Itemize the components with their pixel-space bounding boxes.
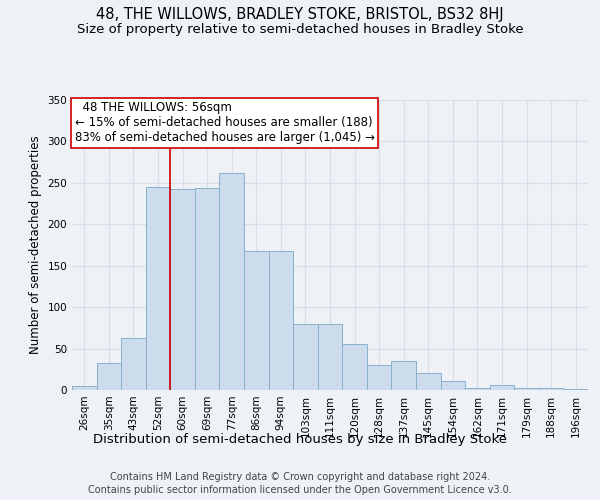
Bar (318, 324, 342, 390)
Bar (490, 385, 514, 390)
Bar (121, 338, 146, 390)
Text: Size of property relative to semi-detached houses in Bradley Stoke: Size of property relative to semi-detach… (77, 22, 523, 36)
Bar (244, 251, 269, 390)
Bar (514, 388, 539, 390)
Bar (563, 389, 588, 390)
Bar (391, 361, 416, 390)
Bar (539, 388, 563, 390)
Text: Contains public sector information licensed under the Open Government Licence v3: Contains public sector information licen… (88, 485, 512, 495)
Text: Distribution of semi-detached houses by size in Bradley Stoke: Distribution of semi-detached houses by … (93, 432, 507, 446)
Y-axis label: Number of semi-detached properties: Number of semi-detached properties (29, 136, 42, 354)
Bar (97, 362, 121, 390)
Bar (269, 251, 293, 390)
Bar (367, 365, 391, 390)
Bar (293, 324, 318, 390)
Text: 48, THE WILLOWS, BRADLEY STOKE, BRISTOL, BS32 8HJ: 48, THE WILLOWS, BRADLEY STOKE, BRISTOL,… (96, 8, 504, 22)
Bar (146, 187, 170, 390)
Text: 48 THE WILLOWS: 56sqm
← 15% of semi-detached houses are smaller (188)
83% of sem: 48 THE WILLOWS: 56sqm ← 15% of semi-deta… (74, 102, 374, 144)
Bar (170, 190, 195, 390)
Bar (72, 386, 97, 390)
Bar (195, 188, 220, 390)
Bar (465, 388, 490, 390)
Bar (220, 173, 244, 390)
Bar (342, 344, 367, 390)
Bar (440, 381, 465, 390)
Text: Contains HM Land Registry data © Crown copyright and database right 2024.: Contains HM Land Registry data © Crown c… (110, 472, 490, 482)
Bar (416, 374, 440, 390)
